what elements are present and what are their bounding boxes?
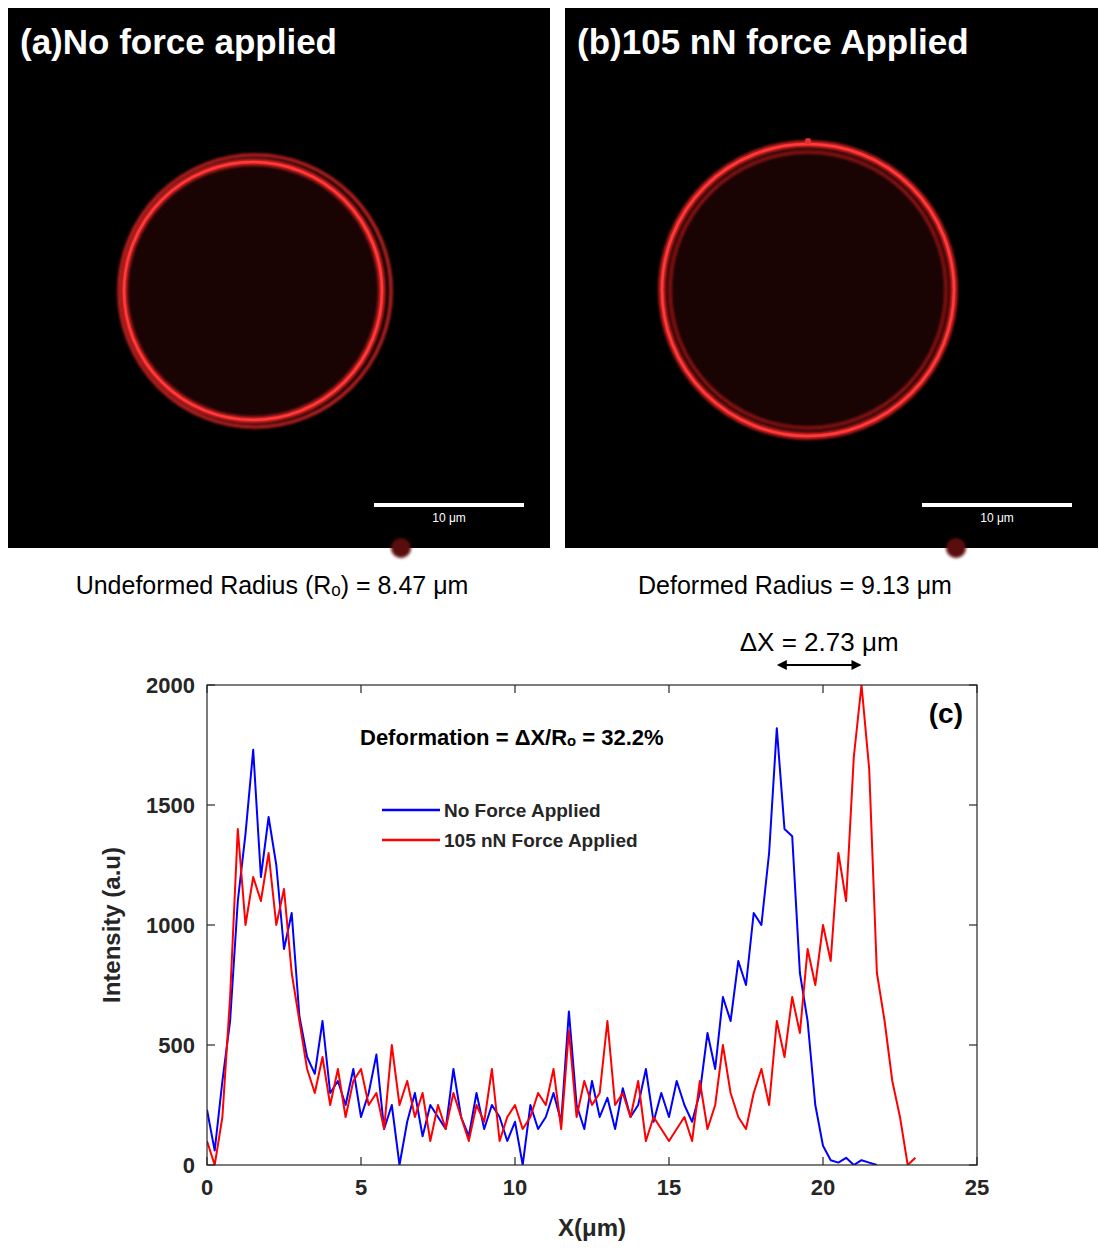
image-panel: (a)No force applied 10 μm (8, 8, 550, 558)
vesicle-ring-outer (119, 155, 391, 427)
arrow-head (777, 660, 787, 670)
image-background (8, 8, 550, 548)
y-tick-right (969, 924, 977, 925)
y-tick-right (969, 1164, 977, 1165)
legend-swatch (382, 809, 440, 812)
panel-letter: (b) (577, 22, 622, 61)
legend-swatch (382, 839, 440, 842)
image-panel: (b)105 nN force Applied 10 μm (565, 8, 1098, 558)
background-speck (946, 538, 966, 558)
panel-caption: Deformed Radius = 9.13 μm (638, 571, 952, 599)
arrow-head (852, 660, 862, 670)
x-tick (514, 1157, 515, 1165)
y-tick-label: 1000 (146, 913, 195, 938)
annotation: Deformation = ΔX/Rₒ = 32.2% (360, 725, 664, 750)
x-tick-top (668, 685, 669, 693)
panel-letter: (a) (20, 22, 63, 61)
vesicle-ring-core (662, 144, 954, 436)
legend-label: 105 nN Force Applied (444, 830, 638, 851)
delta-arrow (783, 664, 856, 666)
x-tick-label: 5 (355, 1175, 367, 1200)
series-group (207, 685, 915, 1165)
legend-label: No Force Applied (444, 800, 601, 821)
image-background (565, 8, 1098, 548)
probe-contact (805, 138, 811, 144)
chart: 0 5 10 15 20 25 0 500 1000 1500 2000 X(μm) Intensity… (98, 627, 989, 1241)
x-tick (822, 1157, 823, 1165)
annotation: ΔX = 2.73 μm (740, 627, 899, 657)
panel-title: (a)No force applied (20, 22, 337, 61)
x-tick (360, 1157, 361, 1165)
panel-title-text: No force applied (63, 22, 337, 61)
y-axis-title: Intensity (a.u) (98, 847, 125, 1003)
scale-bar-label: 10 μm (980, 511, 1014, 525)
background-speck (391, 538, 411, 558)
y-tick-label: 0 (183, 1153, 195, 1178)
y-tick-right (969, 804, 977, 805)
x-axis-title: X(μm) (558, 1214, 626, 1241)
vesicle-ring-inner (670, 152, 946, 428)
scale-bar-label: 10 μm (432, 511, 466, 525)
vesicle-ring (124, 162, 382, 420)
scale-bar (374, 503, 524, 507)
x-tick-label: 15 (657, 1175, 681, 1200)
y-tick-label: 1500 (146, 793, 195, 818)
panel-letter: (c) (929, 698, 963, 729)
y-tick-right (969, 1044, 977, 1045)
y-tick (207, 1044, 215, 1045)
y-tick-label: 2000 (146, 673, 195, 698)
x-tick (206, 1157, 207, 1165)
x-tick-label: 20 (811, 1175, 835, 1200)
vesicle-ring (662, 144, 954, 436)
y-tick (207, 924, 215, 925)
x-tick-label: 0 (201, 1175, 213, 1200)
scale-bar (922, 503, 1072, 507)
x-tick-top (976, 685, 977, 693)
vesicle-interior (128, 166, 378, 416)
x-tick (976, 1157, 977, 1165)
vesicle-ring-core (124, 162, 382, 420)
series-line (207, 685, 915, 1165)
y-tick (207, 684, 215, 685)
figure: (a)No force applied 10 μm Undeformed Radiu… (0, 0, 1099, 1249)
x-tick-label: 10 (503, 1175, 527, 1200)
x-tick-top (360, 685, 361, 693)
panel-title-text: 105 nN force Applied (622, 22, 969, 61)
y-tick (207, 804, 215, 805)
plot-frame (207, 685, 977, 1165)
vesicle-interior (666, 148, 950, 432)
y-tick-label: 500 (158, 1033, 195, 1058)
y-tick-right (969, 684, 977, 685)
plot-background (207, 685, 977, 1165)
x-tick-top (514, 685, 515, 693)
panel-title: (b)105 nN force Applied (577, 22, 969, 61)
y-tick (207, 1164, 215, 1165)
x-tick-top (822, 685, 823, 693)
panel-caption: Undeformed Radius (Rₒ) = 8.47 μm (76, 571, 469, 599)
x-tick-label: 25 (965, 1175, 989, 1200)
x-tick-top (206, 685, 207, 693)
x-tick (668, 1157, 669, 1165)
